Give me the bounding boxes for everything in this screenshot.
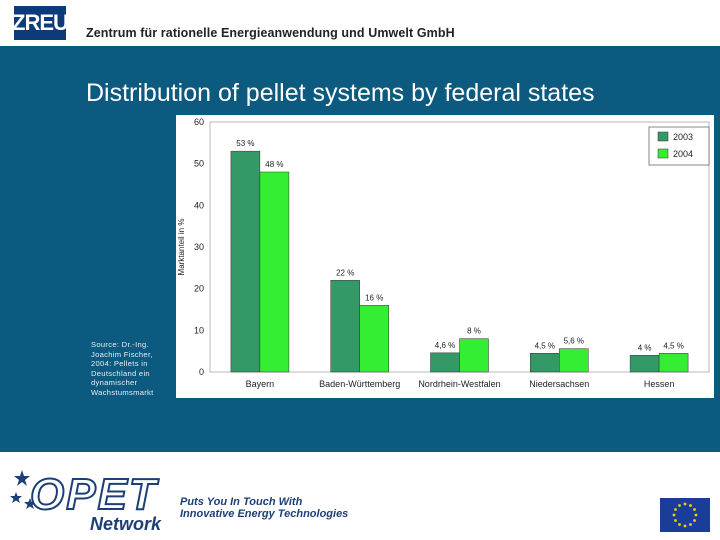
source-note: Source: Dr.-Ing. Joachim Fischer, 2004: …: [91, 340, 154, 397]
legend-swatch-2004: [657, 148, 669, 159]
footer: [0, 452, 720, 540]
tagline: Puts You In Touch With Innovative Energy…: [180, 496, 348, 520]
data-label: 4,6 %: [435, 341, 455, 350]
y-tick-label: 10: [194, 325, 204, 335]
eu-star: [672, 513, 676, 517]
tagline-line-1: Puts You In Touch With: [180, 496, 303, 508]
y-axis-label: Marktanteil in %: [177, 219, 186, 276]
data-label: 5,6 %: [564, 337, 584, 346]
bar-2004-2: [459, 338, 489, 373]
x-tick-label: Nordrhein-Westfalen: [418, 379, 500, 389]
data-label: 48 %: [265, 160, 283, 169]
y-tick-label: 40: [194, 200, 204, 210]
bar-2003-1: [330, 280, 360, 373]
stars-icon: [10, 470, 36, 509]
data-label: 4 %: [638, 343, 652, 352]
y-tick-label: 0: [199, 367, 204, 377]
bar-2003-0: [230, 150, 261, 373]
data-label: 4,5 %: [663, 341, 683, 350]
data-label: 22 %: [336, 268, 354, 277]
x-tick-label: Baden-Württemberg: [319, 379, 400, 389]
legend: 2003 2004: [648, 126, 710, 166]
y-tick-label: 30: [194, 242, 204, 252]
zreu-logo: ZREU: [12, 4, 69, 42]
data-label: 8 %: [467, 327, 481, 336]
bar-2003-4: [629, 355, 660, 373]
header-title: Zentrum für rationelle Energieanwendung …: [86, 26, 455, 40]
bar-2004-0: [259, 171, 290, 373]
chart-container: 0 10 20 30 40 50 60 Marktanteil in % 53 % 48 % 2…: [176, 115, 714, 398]
eu-star: [694, 513, 698, 517]
data-label: 16 %: [365, 293, 383, 302]
eu-star: [689, 504, 692, 507]
eu-star: [693, 519, 696, 522]
eu-star: [674, 519, 677, 522]
bar-chart: 0 10 20 30 40 50 60 Marktanteil in % 53 % 48 % 2…: [176, 115, 714, 398]
network-logo-text: Network: [90, 514, 162, 534]
x-axis: Bayern Baden-Württemberg Nordrhein-Westfal…: [246, 379, 675, 389]
legend-swatch-2003: [657, 131, 669, 142]
opet-logo-text: OPET: [29, 469, 158, 520]
x-tick-label: Bayern: [246, 379, 275, 389]
y-tick-label: 50: [194, 159, 204, 169]
legend-label-2004: 2004: [673, 149, 693, 159]
x-tick-label: Niedersachsen: [529, 379, 589, 389]
eu-star: [683, 502, 687, 506]
y-tick-label: 20: [194, 284, 204, 294]
bar-2004-4: [658, 353, 689, 373]
eu-star: [693, 508, 696, 511]
eu-star: [678, 523, 681, 526]
eu-star: [683, 524, 687, 528]
eu-star: [678, 504, 681, 507]
bar-2003-3: [530, 353, 560, 373]
eu-star: [674, 508, 677, 511]
bar-2004-3: [559, 348, 589, 373]
eu-flag-icon: [660, 498, 710, 532]
x-tick-label: Hessen: [644, 379, 675, 389]
eu-star: [689, 523, 692, 526]
y-tick-label: 60: [194, 117, 204, 127]
bar-2004-1: [359, 305, 389, 373]
bars-group: 53 % 48 % 22 % 16 % 4,6 % 8 % 4,5 % 5,6 % 4 % 4,5…: [230, 139, 689, 373]
data-label: 53 %: [236, 139, 254, 148]
y-axis: 0 10 20 30 40 50 60: [194, 117, 204, 377]
tagline-line-2: Innovative Energy Technologies: [180, 508, 349, 520]
slide-title: Distribution of pellet systems by federa…: [86, 79, 595, 107]
header-bar: ZREU Zentrum für rationelle Energieanwen…: [0, 0, 720, 46]
bar-2003-2: [430, 352, 460, 373]
legend-label-2003: 2003: [673, 132, 693, 142]
data-label: 4,5 %: [535, 341, 555, 350]
